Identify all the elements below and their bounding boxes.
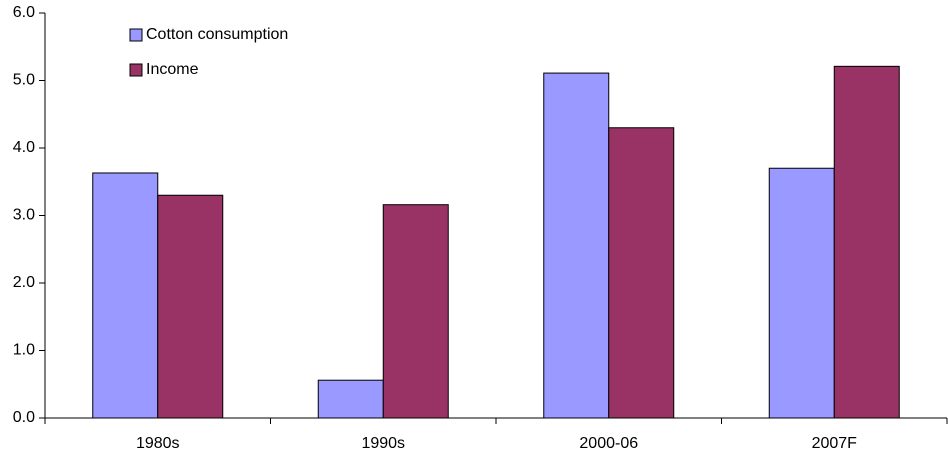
legend-label: Income: [146, 61, 199, 78]
x-tick-label: 2000-06: [579, 435, 638, 452]
legend-swatch: [129, 28, 143, 42]
y-tick-label: 5.0: [13, 72, 35, 89]
legend-label: Cotton consumption: [146, 26, 288, 43]
y-tick-label: 2.0: [13, 274, 35, 291]
bar: [157, 194, 224, 419]
y-tick-label: 6.0: [13, 4, 35, 21]
bar: [92, 172, 159, 419]
y-tick-label: 3.0: [13, 207, 35, 224]
y-tick-label: 0.0: [13, 409, 35, 426]
bar: [543, 72, 610, 419]
bar: [608, 127, 675, 419]
y-tick-label: 1.0: [13, 342, 35, 359]
bar: [382, 204, 449, 419]
x-tick-label: 1990s: [361, 435, 405, 452]
bar: [317, 379, 384, 419]
y-tick-label: 4.0: [13, 139, 35, 156]
legend-swatch: [129, 63, 143, 77]
bar: [768, 167, 835, 419]
bar: [833, 65, 900, 419]
x-tick-label: 2007F: [812, 435, 858, 452]
x-tick-label: 1980s: [136, 435, 180, 452]
